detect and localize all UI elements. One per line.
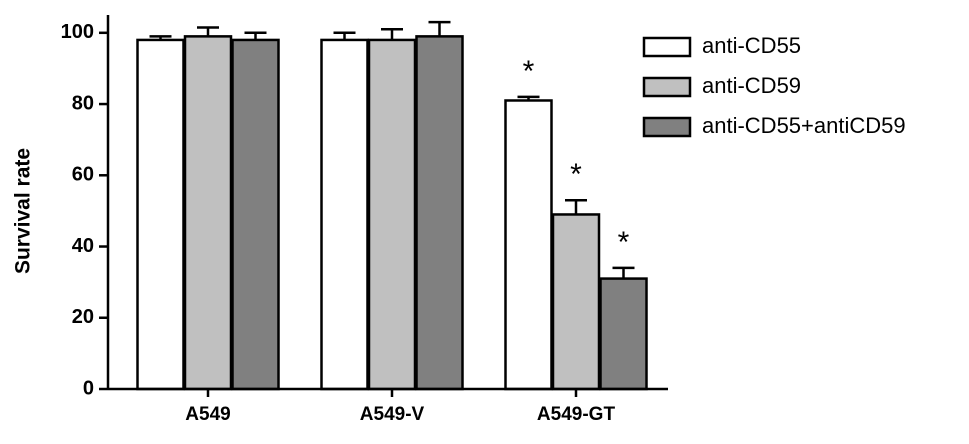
y-tick-label: 0 [83,377,94,399]
legend-swatch [642,76,692,98]
y-tick-label: 20 [72,306,94,328]
significance-mark: * [523,55,535,88]
bar [231,38,280,391]
bar [367,38,417,391]
y-tick-label: 60 [72,164,94,186]
legend-swatch [642,36,692,58]
bar [599,277,648,391]
legend-swatch [642,116,692,138]
y-tick-label: 40 [72,235,94,257]
bar [320,38,369,391]
bar [183,35,233,391]
x-tick-label: A549-V [360,404,425,425]
legend-label: anti-CD59 [702,73,801,98]
x-tick-label: A549 [185,404,230,425]
significance-mark: * [570,158,582,191]
x-tick-label: A549-GT [537,404,616,425]
y-tick-label: 80 [72,92,94,114]
significance-mark: * [618,226,630,259]
y-tick-label: 100 [61,21,94,43]
bar [415,35,464,391]
legend-label: anti-CD55+antiCD59 [702,113,906,138]
y-axis-label: Survival rate [12,148,35,274]
bar [504,99,553,391]
bar [551,213,601,391]
legend-label: anti-CD55 [702,33,801,58]
bar [136,38,185,391]
